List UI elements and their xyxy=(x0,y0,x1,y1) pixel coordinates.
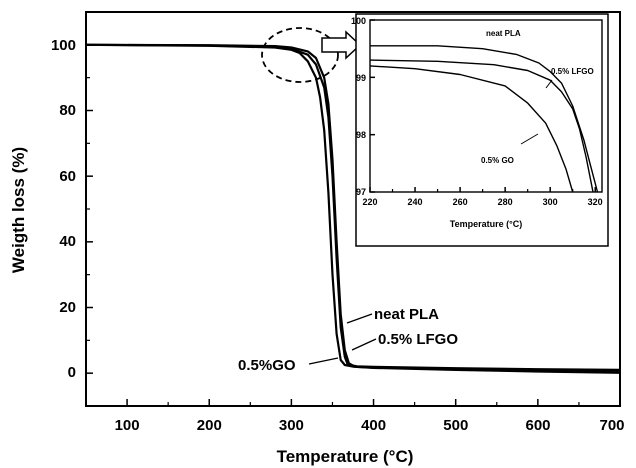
series-line-0-5-go xyxy=(369,65,574,193)
inset-x-tick-label: 320 xyxy=(588,197,603,207)
inset-y-tick-label: 98 xyxy=(356,130,366,140)
y-tick-label: 80 xyxy=(59,102,76,119)
y-tick-label: 20 xyxy=(59,299,76,316)
x-tick-label: 100 xyxy=(115,417,140,434)
inset-lfgo-leader xyxy=(545,79,553,89)
inset-series-group xyxy=(369,45,599,193)
y-tick-label: 100 xyxy=(51,37,76,54)
inset-y-tick-label: 100 xyxy=(351,16,366,26)
x-tick-label: 400 xyxy=(361,417,386,434)
series-line-neat-pla xyxy=(370,45,599,193)
inset-lfgo-label: 0.5% LFGO xyxy=(551,67,594,76)
y-tick-label: 0 xyxy=(68,364,76,381)
main-series-group xyxy=(85,43,621,374)
zoom-region-marker xyxy=(261,27,339,83)
series-line-0-5-go xyxy=(85,43,621,374)
x-tick-label: 300 xyxy=(279,417,304,434)
x-tick-label: 200 xyxy=(197,417,222,434)
go-leader xyxy=(308,357,339,365)
inset-y-tick-label: 97 xyxy=(356,187,366,197)
inset-y-tick-label: 99 xyxy=(356,73,366,83)
x-axis-title: Temperature (°C) xyxy=(277,447,414,466)
y-tick-label: 40 xyxy=(59,233,76,250)
inset-x-tick-label: 300 xyxy=(543,197,558,207)
main-chart: 100 200 300 400 500 600 700 0 20 40 60 8… xyxy=(9,11,625,466)
inset-frame xyxy=(355,13,609,247)
neat-pla-leader xyxy=(346,313,373,324)
y-tick-label: 60 xyxy=(59,168,76,185)
inset-chart: 220 240 260 280 300 320 97 98 99 100 Tem… xyxy=(351,13,609,247)
inset-axis-ticks xyxy=(369,19,596,193)
inset-go-leader xyxy=(520,133,539,145)
lfgo-label: 0.5% LFGO xyxy=(378,331,458,348)
main-x-tick-labels: 100 200 300 400 500 600 700 xyxy=(115,417,625,434)
inset-x-tick-labels: 220 240 260 280 300 320 xyxy=(362,197,602,207)
x-tick-label: 600 xyxy=(525,417,550,434)
inset-x-tick-label: 220 xyxy=(362,197,377,207)
go-label: 0.5%GO xyxy=(238,357,296,374)
x-tick-label: 500 xyxy=(443,417,468,434)
zoom-arrow-icon xyxy=(321,30,362,60)
inset-go-label: 0.5% GO xyxy=(481,156,514,165)
inset-x-axis-title: Temperature (°C) xyxy=(450,219,522,229)
inset-x-tick-label: 240 xyxy=(407,197,422,207)
inset-plot-frame xyxy=(369,19,603,193)
neat-pla-label: neat PLA xyxy=(374,306,439,323)
y-axis-title: Weigth loss (%) xyxy=(9,147,28,273)
inset-x-tick-label: 260 xyxy=(453,197,468,207)
x-tick-label: 700 xyxy=(599,417,624,434)
lfgo-leader xyxy=(351,338,377,351)
series-line-0-5-lfgo xyxy=(369,59,594,193)
inset-x-tick-label: 280 xyxy=(498,197,513,207)
main-y-tick-labels: 0 20 40 60 80 100 xyxy=(51,37,76,381)
inset-y-tick-labels: 97 98 99 100 xyxy=(351,16,366,197)
inset-neat-pla-label: neat PLA xyxy=(486,29,521,38)
